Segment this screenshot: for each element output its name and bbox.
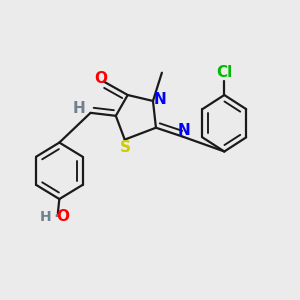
- Text: Cl: Cl: [216, 65, 232, 80]
- Text: N: N: [153, 92, 166, 107]
- Text: ·: ·: [53, 208, 60, 226]
- Text: O: O: [56, 209, 69, 224]
- Text: O: O: [94, 70, 107, 86]
- Text: S: S: [120, 140, 131, 155]
- Text: N: N: [178, 123, 190, 138]
- Text: H: H: [73, 101, 85, 116]
- Text: H: H: [40, 210, 51, 224]
